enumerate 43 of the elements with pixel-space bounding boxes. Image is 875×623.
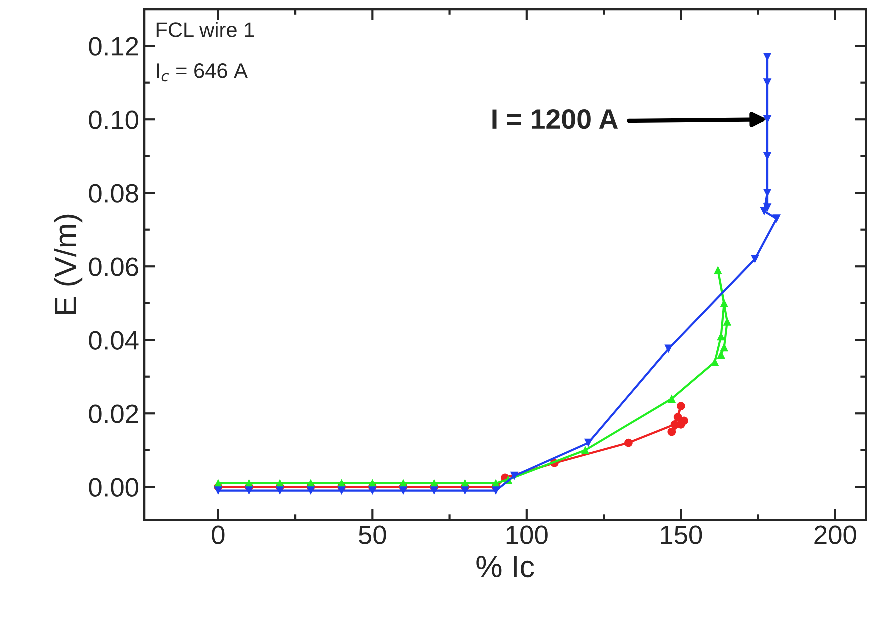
point [306,486,316,495]
point [461,486,470,495]
point [720,343,729,352]
annotation: I = 1200 A [492,110,618,130]
point [723,318,732,326]
point [276,486,284,495]
point [720,299,729,308]
x-tick-label: 200 [814,526,856,544]
point [668,394,676,404]
point [624,438,633,448]
point [674,413,682,422]
point [763,204,772,212]
point [668,428,676,436]
point [581,446,590,455]
point [717,350,726,359]
point [399,486,408,495]
y-tick-label: 0.02 [89,404,138,424]
point [584,438,593,448]
y-tick-label: 0.06 [89,258,138,276]
x-tick-label: 0 [212,526,225,544]
point [510,472,519,480]
x-tick-label: 150 [661,526,702,544]
x-tick-label: 100 [506,526,548,544]
point [751,255,760,264]
point [664,344,673,354]
y-tick-label: 0.04 [89,331,139,350]
point [772,214,781,223]
annotation: FCL wire 1 [156,22,254,38]
point [245,486,254,495]
y-tick-label: 0.00 [89,478,138,497]
point [714,266,722,274]
point [492,486,500,495]
y-tick-label: 0.08 [89,184,138,203]
y-tick-label: 0.12 [89,37,138,56]
x-axis-title: % Ic [476,556,534,578]
point [676,402,686,410]
point [710,358,720,366]
x-tick-label: 50 [359,526,386,544]
y-axis-title: E (V/m) [54,214,83,314]
y-tick-label: 0.10 [89,110,138,130]
point [214,486,223,495]
annotation: I$_{c}$ = 646 A [157,64,248,82]
point [368,486,377,495]
